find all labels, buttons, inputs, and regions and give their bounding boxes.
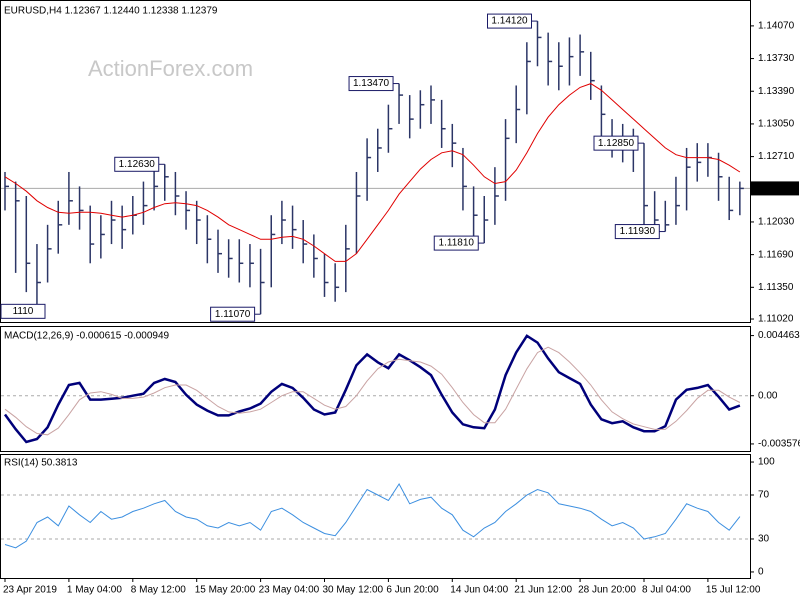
annotation-box (0, 303, 46, 319)
x-tick-label: 28 Jun 20:00 (578, 585, 636, 596)
annotation-box (614, 224, 660, 240)
last-price-label: 1.12379 (756, 183, 793, 194)
annotation-box (433, 235, 479, 251)
y-tick-label: 30 (758, 534, 770, 545)
annotation-label: 1.13470 (353, 78, 390, 89)
indicator-line (3, 334, 741, 444)
price-title: EURUSD,H4 1.12367 1.12440 1.12338 1.1237… (4, 6, 218, 17)
x-tick-label: 30 May 12:00 (323, 585, 384, 596)
price-panel (0, 0, 751, 323)
rsi-title: RSI(14) 50.3813 (4, 458, 78, 469)
y-tick-label: 1.11690 (758, 249, 794, 260)
x-tick-label: 15 May 20:00 (195, 585, 256, 596)
annotation-box (487, 13, 532, 29)
x-tick-label: 8 May 12:00 (131, 585, 186, 596)
x-tick-label: 23 Apr 2019 (3, 585, 57, 596)
y-tick-label: 1.13390 (758, 86, 795, 97)
y-tick-label: 1.11020 (758, 314, 794, 325)
annotation-label: 1.14120 (491, 16, 528, 27)
annotation-label: 1.12630 (119, 159, 156, 170)
x-tick-label: 14 Jun 04:00 (450, 585, 508, 596)
last-price-box (751, 181, 799, 196)
y-tick-label: 70 (758, 490, 770, 501)
y-tick-label: 1.14070 (758, 21, 795, 32)
y-tick-label: 0.004463 (758, 330, 800, 341)
indicator-line (4, 483, 741, 549)
macd-title: MACD(12,26,9) -0.000615 -0.000949 (4, 331, 170, 342)
annotation-box (114, 156, 160, 172)
x-tick-label: 23 May 04:00 (259, 585, 320, 596)
x-tick-label: 15 Jul 12:00 (706, 585, 761, 596)
annotation-label: 1110 (13, 306, 34, 317)
y-tick-label: 100 (758, 457, 775, 468)
annotation-box (210, 306, 256, 322)
y-tick-label: 1.13050 (758, 119, 795, 130)
annotation-label: 1.11070 (215, 309, 251, 320)
y-tick-label: 0 (758, 567, 764, 578)
annotation-box (593, 135, 639, 151)
y-tick-label: 0.00 (758, 390, 778, 401)
watermark: ActionForex.com (88, 56, 253, 81)
annotation-box (348, 76, 394, 92)
annotation-label: 1.11930 (620, 226, 656, 237)
y-tick-label: 1.12710 (758, 151, 795, 162)
annotation-label: 1.12850 (598, 138, 635, 149)
y-tick-label: 1.13730 (758, 53, 795, 64)
moving-average (4, 83, 741, 262)
indicator-line (4, 346, 741, 436)
macd-panel (0, 326, 751, 452)
x-tick-label: 6 Jun 20:00 (386, 585, 439, 596)
x-tick-label: 1 May 04:00 (67, 585, 122, 596)
y-tick-label: 1.11350 (758, 282, 794, 293)
annotation-label: 1.11810 (439, 238, 475, 249)
x-tick-label: 8 Jul 04:00 (642, 585, 691, 596)
x-tick-label: 21 Jun 12:00 (514, 585, 572, 596)
y-tick-label: 1.12030 (758, 217, 795, 228)
y-tick-label: -0.003576 (758, 439, 800, 450)
rsi-panel (0, 454, 751, 579)
